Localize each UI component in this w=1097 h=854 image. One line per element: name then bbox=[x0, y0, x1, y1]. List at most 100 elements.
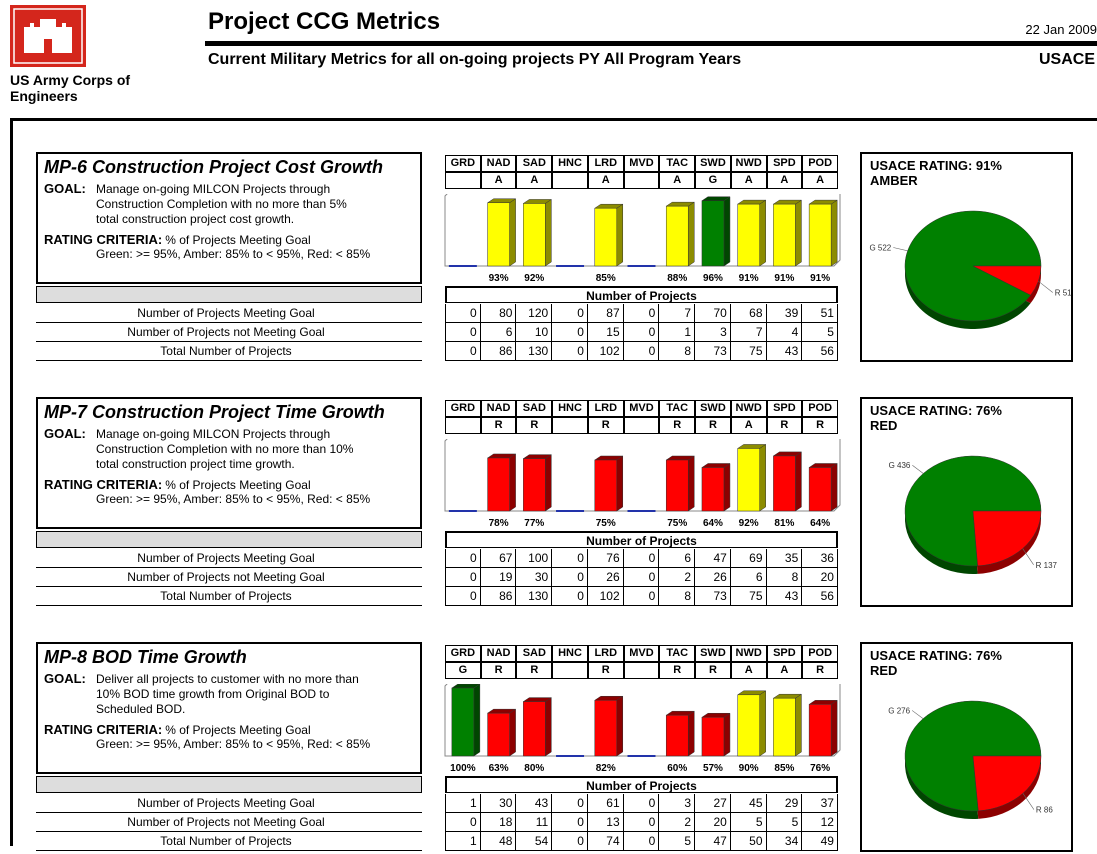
district: SPD bbox=[766, 400, 803, 417]
bar-chart: 100% 63% 80% 82% 60% 57% 90% 85% 76% bbox=[444, 684, 841, 774]
percent-label: 60% bbox=[667, 763, 687, 774]
goal-text: Deliver all projects to customer with no… bbox=[96, 672, 359, 716]
bar-side bbox=[509, 198, 516, 267]
rating-cell bbox=[445, 417, 481, 434]
count: 2 bbox=[659, 813, 696, 832]
org-name: US Army Corps of Engineers bbox=[10, 72, 131, 104]
bar bbox=[522, 454, 553, 512]
count: 0 bbox=[623, 587, 660, 606]
percent-label: 88% bbox=[667, 273, 687, 284]
bar-side bbox=[830, 699, 838, 757]
count: 10 bbox=[516, 323, 553, 342]
count: 0 bbox=[623, 304, 660, 323]
count: 1 bbox=[445, 794, 481, 813]
rating-status: RED bbox=[870, 663, 898, 678]
bar-front bbox=[773, 203, 796, 267]
count: 68 bbox=[730, 304, 767, 323]
percent-label: 92% bbox=[739, 518, 759, 529]
district: SPD bbox=[766, 155, 803, 172]
rating-cell: A bbox=[587, 172, 624, 189]
pie-leader bbox=[1022, 793, 1035, 810]
bar bbox=[736, 443, 767, 512]
bar-front bbox=[523, 458, 546, 512]
thresholds: Green: >= 95%, Amber: 85% to < 95%, Red:… bbox=[96, 247, 371, 261]
goal-box: MP-7 Construction Project Time Growth GOA… bbox=[36, 397, 422, 529]
logo-door bbox=[44, 39, 52, 53]
count: 8 bbox=[766, 568, 803, 587]
row-label: Total Number of Projects bbox=[160, 344, 292, 358]
pie-label: G 522 bbox=[869, 243, 891, 252]
bar-front bbox=[808, 704, 832, 757]
percent-label: 77% bbox=[524, 518, 544, 529]
panel-title: MP-6 Construction Project Cost Growth bbox=[44, 157, 384, 177]
count: 130 bbox=[516, 342, 553, 361]
count: 7 bbox=[659, 304, 696, 323]
count: 26 bbox=[587, 568, 624, 587]
row-label: Number of Projects not Meeting Goal bbox=[127, 815, 325, 829]
bar-side bbox=[545, 454, 552, 512]
rating-cell bbox=[623, 662, 660, 679]
percent-label: 85% bbox=[596, 273, 616, 284]
district: MVD bbox=[623, 645, 660, 662]
bar bbox=[593, 203, 624, 267]
row-label: Total Number of Projects bbox=[160, 834, 292, 848]
bar bbox=[665, 710, 696, 757]
bar-front bbox=[523, 701, 546, 757]
bar-side bbox=[830, 463, 838, 512]
row-label-cell: Number of Projects Meeting Goal bbox=[36, 794, 422, 813]
percent-label: 64% bbox=[810, 518, 830, 529]
rating-cell: A bbox=[480, 172, 517, 189]
district: NWD bbox=[730, 155, 767, 172]
pie-leader bbox=[1022, 548, 1034, 565]
percent-label: 63% bbox=[489, 763, 509, 774]
count: 0 bbox=[445, 323, 481, 342]
count: 47 bbox=[695, 832, 731, 851]
count: 75 bbox=[730, 342, 767, 361]
bar-side bbox=[509, 453, 516, 512]
rating-cell: R bbox=[766, 417, 803, 434]
goal: GOAL: Manage on-going MILCON Projects thr… bbox=[44, 426, 414, 472]
count: 0 bbox=[552, 549, 588, 568]
count: 26 bbox=[695, 568, 731, 587]
goal-label: GOAL: bbox=[44, 671, 86, 686]
count: 8 bbox=[659, 587, 696, 606]
district: HNC bbox=[552, 400, 588, 417]
count: 69 bbox=[730, 549, 767, 568]
rating-status: RED bbox=[870, 418, 898, 433]
count: 0 bbox=[623, 323, 660, 342]
count: 20 bbox=[695, 813, 731, 832]
bar-side bbox=[687, 201, 695, 267]
rating-cell: R bbox=[516, 662, 553, 679]
bar-side bbox=[687, 710, 695, 757]
count: 0 bbox=[552, 323, 588, 342]
count: 3 bbox=[659, 794, 696, 813]
criteria-text: % of Projects Meeting Goal bbox=[165, 478, 311, 492]
page-title: Project CCG Metrics bbox=[208, 8, 441, 35]
count: 75 bbox=[730, 587, 767, 606]
count: 47 bbox=[695, 549, 731, 568]
count: 30 bbox=[516, 568, 553, 587]
count: 0 bbox=[552, 304, 588, 323]
count: 100 bbox=[516, 549, 553, 568]
panel: MP-6 Construction Project Cost Growth GOA… bbox=[0, 152, 1097, 364]
outer-frame bbox=[10, 118, 1097, 846]
bar-side bbox=[616, 695, 624, 757]
count: 0 bbox=[552, 568, 588, 587]
district: POD bbox=[802, 400, 838, 417]
panel-title: MP-7 Construction Project Time Growth bbox=[44, 402, 385, 422]
pie-label: G 436 bbox=[889, 461, 911, 470]
count: 43 bbox=[766, 342, 803, 361]
bar-front bbox=[737, 694, 760, 757]
bar bbox=[665, 455, 696, 512]
goal-box: MP-8 BOD Time Growth GOAL: Deliver all pro… bbox=[36, 642, 422, 774]
pie-leader bbox=[912, 464, 924, 474]
count: 36 bbox=[802, 549, 838, 568]
row-label-cell: Number of Projects not Meeting Goal bbox=[36, 323, 422, 342]
rating-cell: A bbox=[730, 172, 767, 189]
percent-label: 85% bbox=[774, 763, 794, 774]
percent-label: 81% bbox=[774, 518, 794, 529]
rating-cell bbox=[552, 172, 588, 189]
rating-cell bbox=[623, 417, 660, 434]
count: 3 bbox=[695, 323, 731, 342]
row-label: Number of Projects Meeting Goal bbox=[137, 551, 315, 565]
